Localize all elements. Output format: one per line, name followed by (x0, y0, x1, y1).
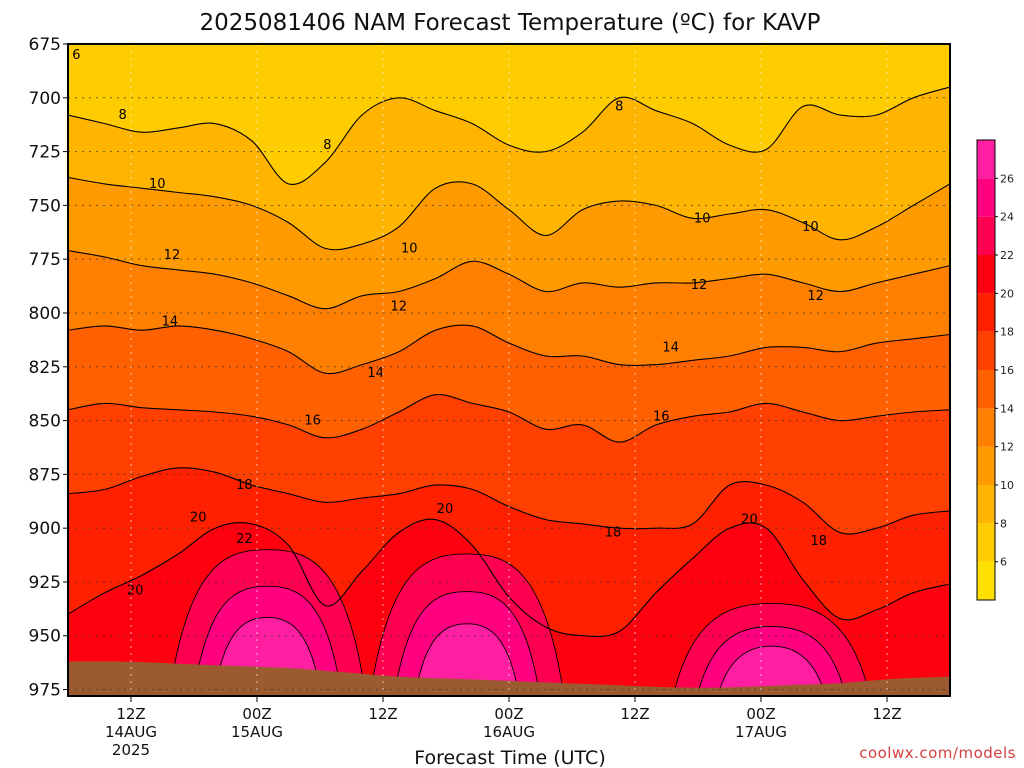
contour-label-12: 12 (691, 278, 708, 293)
contour-label-20: 20 (190, 510, 207, 525)
contour-label-8: 8 (323, 138, 331, 153)
x-tick-date-6: 14AUG (105, 723, 157, 741)
colorbar-label-24: 24 (1000, 211, 1014, 224)
contour-label-14: 14 (662, 340, 679, 355)
colorbar-segment-12 (977, 408, 995, 447)
y-tick-label-800: 800 (29, 304, 61, 324)
chart-title: 2025081406 NAM Forecast Temperature (ºC)… (199, 10, 820, 36)
contour-label-12: 12 (164, 248, 181, 263)
colorbar-segment-10 (977, 446, 995, 485)
y-tick-label-775: 775 (29, 250, 61, 270)
isotherm-8 (68, 86, 950, 186)
colorbar: 6 8 10 12 14 16 18 20 22 24 26 (976, 139, 1014, 601)
y-tick-label-675: 675 (29, 35, 61, 55)
y-tick-label-850: 850 (29, 412, 61, 432)
x-tick-date-18: 15AUG (231, 723, 283, 741)
contour-label-18: 18 (605, 525, 622, 540)
y-tick-label-950: 950 (29, 627, 61, 647)
colorbar-segment-18 (977, 293, 995, 332)
colorbar-segment-16 (977, 331, 995, 370)
colorbar-segment-24 (977, 178, 995, 217)
colorbar-segment-26 (977, 140, 995, 179)
contour-label-20: 20 (127, 584, 144, 599)
contour-label-18: 18 (810, 534, 827, 549)
contour-label-8: 8 (118, 108, 126, 123)
y-axis: 675 700 725 750 775 800 825 850 875 900 925 950 975 (29, 35, 68, 701)
grid-lines (68, 44, 950, 696)
colorbar-segment-6 (977, 523, 995, 562)
contour-label-10: 10 (694, 211, 711, 226)
colorbar-label-6: 6 (1000, 556, 1007, 569)
warm-core-2-level-26 (414, 623, 520, 696)
contour-label-20: 20 (437, 502, 454, 517)
contour-label-18: 18 (236, 478, 253, 493)
contour-label-8: 8 (615, 99, 623, 114)
colorbar-label-8: 8 (1000, 517, 1007, 530)
colorbar-label-22: 22 (1000, 249, 1014, 262)
x-axis-label: Forecast Time (UTC) (414, 747, 605, 768)
colorbar-label-10: 10 (1000, 479, 1014, 492)
contour-label-14: 14 (162, 315, 179, 330)
x-tick-label-54: 12Z (620, 705, 649, 723)
y-tick-label-975: 975 (29, 681, 61, 701)
x-tick-label-18: 00Z (242, 705, 271, 723)
y-tick-label-825: 825 (29, 358, 61, 378)
contour-label-22: 22 (236, 532, 253, 547)
plot-area: 6 8 8 8 10 10 10 10 12 12 12 12 14 14 14 16 16 18 18 18 20 20… (68, 44, 950, 696)
colorbar-segment-20 (977, 255, 995, 294)
isotherm-16 (68, 394, 950, 443)
contour-label-6: 6 (72, 48, 80, 63)
colorbar-label-18: 18 (1000, 326, 1014, 339)
ground-surface (68, 661, 950, 696)
colorbar-label-12: 12 (1000, 441, 1014, 454)
colorbar-segment-22 (977, 216, 995, 255)
isotherm-10 (68, 176, 950, 251)
contour-label-10: 10 (149, 177, 166, 192)
x-tick-label-78: 12Z (872, 705, 901, 723)
colorbar-segment-8 (977, 485, 995, 524)
contour-label-16: 16 (304, 414, 321, 429)
colorbar-segment-14 (977, 370, 995, 409)
contour-label-14: 14 (367, 366, 384, 381)
x-tick-label-6: 12Z (116, 705, 145, 723)
x-tick-year-6: 2025 (112, 741, 150, 759)
colorbar-label-16: 16 (1000, 364, 1014, 377)
y-tick-label-900: 900 (29, 519, 61, 539)
contour-label-12: 12 (390, 300, 407, 315)
y-tick-label-875: 875 (29, 465, 61, 485)
y-tick-label-700: 700 (29, 89, 61, 109)
colorbar-label-14: 14 (1000, 402, 1014, 415)
warm-core-3-level-26 (717, 645, 826, 695)
colorbar-segment-4 (977, 561, 995, 600)
y-tick-label-925: 925 (29, 573, 61, 593)
contour-label-20: 20 (741, 513, 758, 528)
x-tick-label-30: 12Z (368, 705, 397, 723)
colorbar-label-20: 20 (1000, 287, 1014, 300)
x-tick-date-66: 17AUG (735, 723, 787, 741)
x-tick-label-66: 00Z (746, 705, 775, 723)
x-tick-label-42: 00Z (494, 705, 523, 723)
colorbar-label-26: 26 (1000, 172, 1014, 185)
credit-text: coolwx.com/models (859, 744, 1016, 762)
y-tick-label-725: 725 (29, 143, 61, 163)
isotherm-14 (68, 324, 950, 375)
contour-label-10: 10 (401, 241, 418, 256)
y-tick-label-750: 750 (29, 196, 61, 216)
contour-label-10: 10 (802, 220, 819, 235)
x-tick-date-42: 16AUG (483, 723, 535, 741)
contour-label-16: 16 (653, 409, 670, 424)
contour-label-12: 12 (807, 289, 824, 304)
isotherm-12 (68, 250, 950, 310)
